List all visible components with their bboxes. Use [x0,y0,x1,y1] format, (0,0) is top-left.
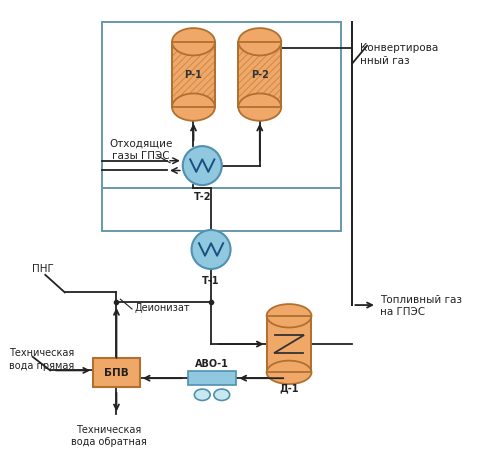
Bar [266,316,311,373]
Text: БПВ: БПВ [104,368,129,377]
Text: Т-1: Т-1 [202,275,219,285]
Text: Топливный газ
на ГПЭС: Топливный газ на ГПЭС [379,294,461,317]
Text: Р-2: Р-2 [251,70,268,80]
Bar [238,43,281,108]
Ellipse shape [238,94,281,122]
Ellipse shape [194,389,210,401]
Bar [93,358,140,387]
Bar [187,371,236,385]
Text: Деионизат: Деионизат [134,302,189,312]
Bar [266,316,311,373]
Text: Р-1: Р-1 [184,70,202,80]
Text: Д-1: Д-1 [279,382,298,392]
Text: АВО-1: АВО-1 [195,358,228,369]
Ellipse shape [238,29,281,56]
Circle shape [191,230,230,269]
Bar [172,43,215,108]
Ellipse shape [214,389,229,401]
Bar [172,43,215,108]
Text: ПНГ: ПНГ [32,263,54,273]
Text: Т-2: Т-2 [193,191,211,202]
Text: Отходящие
газы ГПЭС: Отходящие газы ГПЭС [109,139,172,161]
Bar [102,23,340,231]
Text: Техническая
вода обратная: Техническая вода обратная [71,424,146,447]
Text: Техническая
вода прямая: Техническая вода прямая [9,348,74,370]
Ellipse shape [266,361,311,384]
Ellipse shape [172,94,215,122]
Ellipse shape [172,29,215,56]
Bar [238,43,281,108]
Circle shape [182,147,221,186]
Ellipse shape [266,304,311,328]
Text: Конвертирова
нный газ: Конвертирова нный газ [360,43,438,66]
